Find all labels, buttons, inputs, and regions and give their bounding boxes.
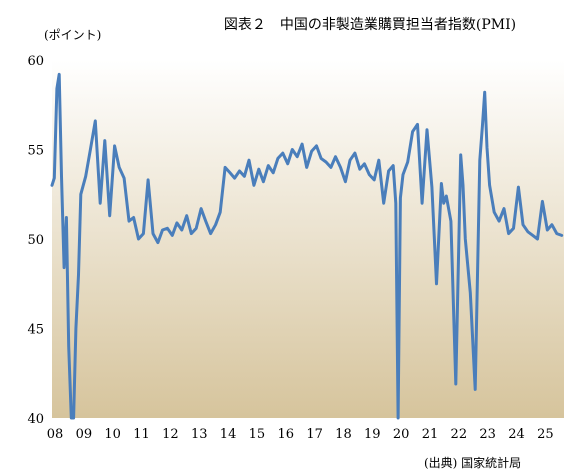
y-tick-label: 40 (27, 412, 44, 427)
x-tick-label: 23 (479, 427, 496, 442)
x-tick-label: 24 (508, 427, 525, 442)
y-tick-label: 55 (27, 144, 44, 159)
x-tick-label: 13 (191, 427, 208, 442)
x-tick-label: 15 (249, 427, 266, 442)
y-tick-label: 45 (27, 323, 44, 338)
x-tick-label: 12 (162, 427, 179, 442)
y-tick-label: 60 (27, 54, 44, 69)
x-axis: 08 09 10 11 12 13 14 15 16 17 18 19 20 21 22 23 24 25 (47, 427, 554, 442)
source-note: (出典) 国家統計局 (424, 455, 521, 470)
x-tick-label: 11 (133, 427, 150, 442)
chart-title: 図表２ 中国の非製造業購買担当者指数(PMI) (224, 17, 516, 33)
x-tick-label: 08 (47, 427, 64, 442)
series-line-pmi (50, 72, 564, 420)
x-tick-label: 18 (335, 427, 352, 442)
x-tick-label: 17 (306, 427, 323, 442)
x-tick-label: 21 (422, 427, 439, 442)
y-tick-label: 50 (27, 233, 44, 248)
x-tick-label: 25 (537, 427, 554, 442)
x-tick-label: 22 (451, 427, 468, 442)
y-axis-label: (ポイント) (44, 28, 101, 42)
y-axis: 40 45 50 55 60 (27, 54, 44, 427)
x-tick-label: 09 (76, 427, 93, 442)
x-tick-label: 16 (277, 427, 294, 442)
plot-area (52, 60, 564, 418)
x-tick-label: 20 (393, 427, 410, 442)
x-tick-label: 10 (104, 427, 121, 442)
x-tick-label: 19 (364, 427, 381, 442)
x-tick-label: 14 (220, 427, 237, 442)
